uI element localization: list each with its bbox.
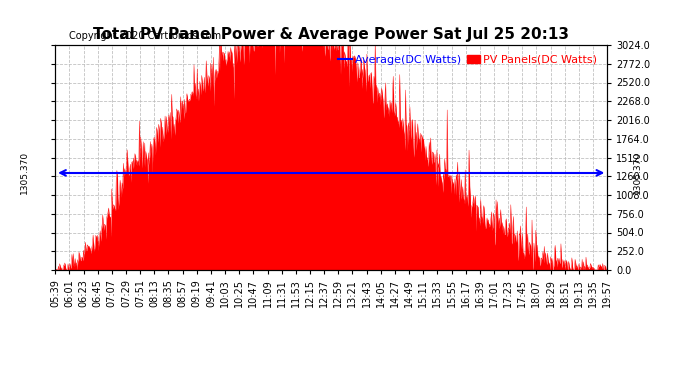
Title: Total PV Panel Power & Average Power Sat Jul 25 20:13: Total PV Panel Power & Average Power Sat… (93, 27, 569, 42)
Legend: Average(DC Watts), PV Panels(DC Watts): Average(DC Watts), PV Panels(DC Watts) (334, 51, 602, 69)
Text: 1305.370: 1305.370 (633, 151, 642, 194)
Text: 1305.370: 1305.370 (20, 151, 30, 194)
Text: Copyright 2020 Cartronics.com: Copyright 2020 Cartronics.com (69, 32, 221, 41)
